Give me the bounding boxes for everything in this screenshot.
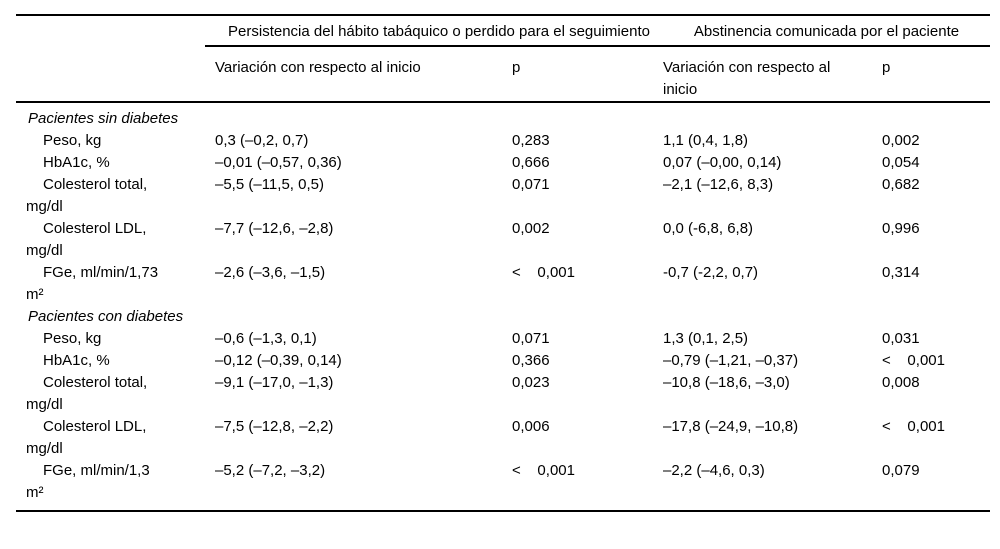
group-header-row: Persistencia del hábito tabáquico o perd… [16,16,990,45]
group-header-abstinencia: Abstinencia comunicada por el paciente [663,21,990,42]
row-label-cell: Colesterol LDL, mg/dl [16,416,215,460]
value-p-persistencia: 0,366 [512,352,550,369]
group-header-spacer [16,21,215,42]
value-variacion-persistencia: –2,6 (–3,6, –1,5) [215,264,326,281]
value-p-abstinencia: 0,682 [882,176,920,193]
group-header-rule [205,45,990,47]
row-label-cell: Colesterol LDL, mg/dl [16,218,215,262]
column-header-variacion-persistencia: Variación con respecto al inicio [215,59,421,76]
table-row: HbA1c, % –0,12 (–0,39, 0,14) 0,366 –0,79… [16,350,990,372]
value-p-abstinencia: 0,054 [882,154,920,171]
clinical-results-table: Persistencia del hábito tabáquico o perd… [16,14,990,512]
row-label: Colesterol LDL, [43,418,147,435]
table-row: Peso, kg 0,3 (–0,2, 0,7) 0,283 1,1 (0,4,… [16,130,990,152]
section-row-sin-diabetes: Pacientes sin diabetes [16,108,990,130]
group-header-persistencia-text: Persistencia del hábito tabáquico o perd… [228,23,650,40]
value-p-persistencia: 0,006 [512,418,550,435]
value-p-abstinencia: 0,031 [882,330,920,347]
value-p-abstinencia: 0,008 [882,374,920,391]
bottom-rule [16,510,990,512]
value-p-persistencia: 0,023 [512,374,550,391]
value-p-abstinencia: 0,079 [882,462,920,479]
column-header-spacer [16,57,215,101]
value-variacion-abstinencia: –17,8 (–24,9, –10,8) [663,418,799,435]
value-variacion-persistencia: –5,5 (–11,5, 0,5) [215,176,324,193]
column-header-row: Variación con respecto al inicio p Varia… [16,47,990,101]
value-p-persistencia: 0,283 [512,132,550,149]
row-label: Colesterol total, [43,374,148,391]
value-variacion-persistencia: –0,01 (–0,57, 0,36) [215,154,342,171]
row-label-cell: FGe, ml/min/1,73 m² [16,262,215,306]
table-row: Colesterol total, mg/dl –9,1 (–17,0, –1,… [16,372,990,416]
row-label-cell: Colesterol total, mg/dl [16,372,215,416]
row-label-continuation: mg/dl [26,396,63,413]
header-body-rule [16,101,990,103]
column-header-p-abstinencia: p [882,59,891,76]
value-p-abstinencia: < 0,001 [882,418,945,435]
row-label-cell: FGe, ml/min/1,3 m² [16,460,215,504]
top-rule [16,14,990,16]
value-p-persistencia: 0,002 [512,220,550,237]
table-row: Peso, kg –0,6 (–1,3, 0,1) 0,071 1,3 (0,1… [16,328,990,350]
value-p-persistencia: 0,071 [512,330,550,347]
value-variacion-abstinencia: 0,07 (–0,00, 0,14) [663,154,782,171]
row-label: Colesterol total, [43,176,148,193]
row-label-continuation: m² [26,484,44,501]
group-header-abstinencia-text: Abstinencia comunicada por el paciente [693,23,960,40]
column-header-variacion-abstinencia: Variación con respecto al inicio [663,59,831,98]
table-row: FGe, ml/min/1,3 m² –5,2 (–7,2, –3,2) < 0… [16,460,990,504]
row-label-cell: HbA1c, % [16,152,215,174]
row-label-cell: Peso, kg [16,130,215,152]
value-p-persistencia: < 0,001 [512,462,575,479]
value-variacion-abstinencia: –10,8 (–18,6, –3,0) [663,374,790,391]
value-variacion-abstinencia: –2,2 (–4,6, 0,3) [663,462,765,479]
value-variacion-persistencia: –0,6 (–1,3, 0,1) [215,330,317,347]
group-header-persistencia: Persistencia del hábito tabáquico o perd… [215,21,663,42]
row-label-continuation: mg/dl [26,242,63,259]
column-header-p-persistencia: p [512,59,521,76]
value-variacion-persistencia: –7,5 (–12,8, –2,2) [215,418,334,435]
row-label: HbA1c, % [43,154,110,171]
value-p-abstinencia: 0,002 [882,132,920,149]
table-row: FGe, ml/min/1,73 m² –2,6 (–3,6, –1,5) < … [16,262,990,306]
row-label-cell: Colesterol total, mg/dl [16,174,215,218]
value-variacion-abstinencia: –2,1 (–12,6, 8,3) [663,176,774,193]
value-variacion-abstinencia: 1,1 (0,4, 1,8) [663,132,749,149]
section-title: Pacientes con diabetes [28,308,184,325]
value-p-abstinencia: < 0,001 [882,352,945,369]
row-label: FGe, ml/min/1,3 [43,462,150,479]
value-variacion-persistencia: –5,2 (–7,2, –3,2) [215,462,326,479]
value-p-abstinencia: 0,314 [882,264,920,281]
table-row: Colesterol LDL, mg/dl –7,7 (–12,6, –2,8)… [16,218,990,262]
row-label-continuation: mg/dl [26,198,63,215]
value-variacion-abstinencia: 0,0 (-6,8, 6,8) [663,220,754,237]
value-p-abstinencia: 0,996 [882,220,920,237]
row-label: Peso, kg [43,132,102,149]
value-variacion-abstinencia: -0,7 (-2,2, 0,7) [663,264,759,281]
section-row-con-diabetes: Pacientes con diabetes [16,306,990,328]
row-label: Peso, kg [43,330,102,347]
value-variacion-persistencia: –0,12 (–0,39, 0,14) [215,352,342,369]
value-variacion-abstinencia: 1,3 (0,1, 2,5) [663,330,749,347]
table-row: HbA1c, % –0,01 (–0,57, 0,36) 0,666 0,07 … [16,152,990,174]
table-row: Colesterol LDL, mg/dl –7,5 (–12,8, –2,2)… [16,416,990,460]
value-variacion-persistencia: –9,1 (–17,0, –1,3) [215,374,334,391]
row-label-continuation: m² [26,286,44,303]
value-variacion-persistencia: –7,7 (–12,6, –2,8) [215,220,334,237]
table-body: Pacientes sin diabetes Peso, kg 0,3 (–0,… [16,103,990,510]
value-p-persistencia: 0,666 [512,154,550,171]
row-label: FGe, ml/min/1,73 [43,264,159,281]
value-variacion-persistencia: 0,3 (–0,2, 0,7) [215,132,309,149]
table-row: Colesterol total, mg/dl –5,5 (–11,5, 0,5… [16,174,990,218]
value-p-persistencia: 0,071 [512,176,550,193]
row-label: HbA1c, % [43,352,110,369]
row-label-continuation: mg/dl [26,440,63,457]
row-label: Colesterol LDL, [43,220,147,237]
value-p-persistencia: < 0,001 [512,264,575,281]
row-label-cell: HbA1c, % [16,350,215,372]
section-title: Pacientes sin diabetes [28,110,179,127]
row-label-cell: Peso, kg [16,328,215,350]
value-variacion-abstinencia: –0,79 (–1,21, –0,37) [663,352,799,369]
